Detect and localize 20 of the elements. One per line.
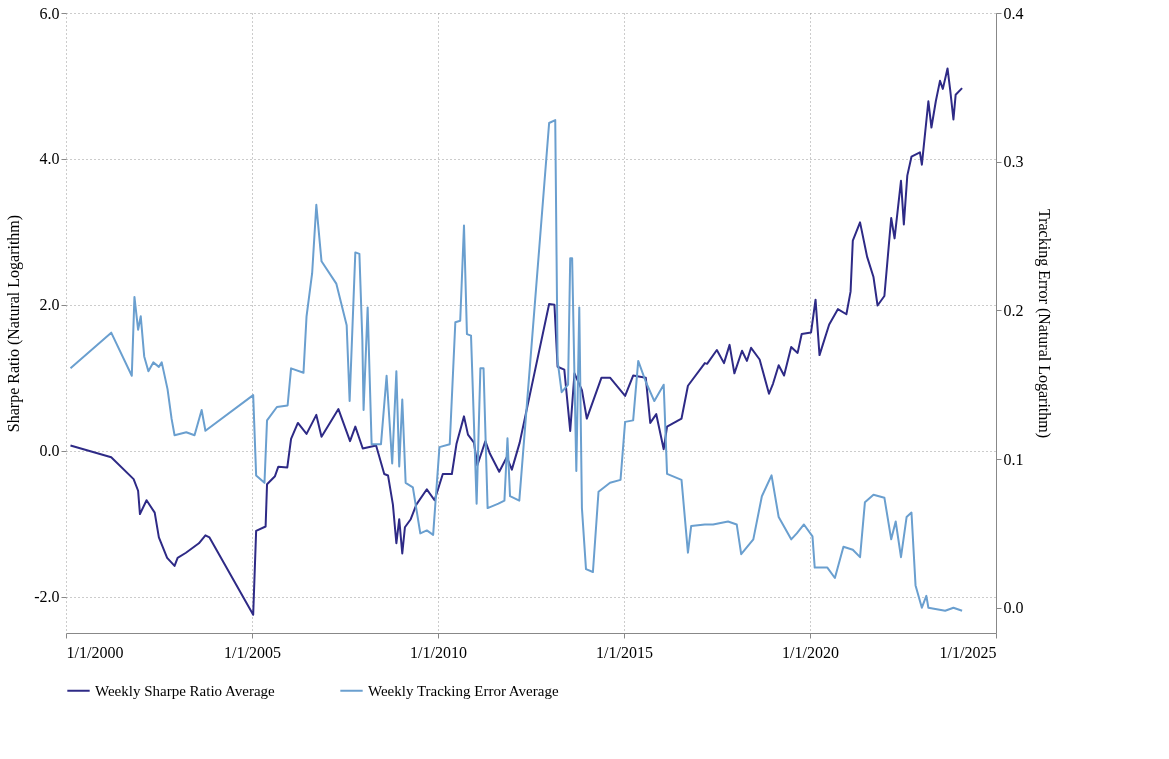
x-tick-label: 1/1/2010	[410, 643, 467, 661]
y-tick-label: -2.0	[34, 588, 60, 606]
y2-tick-label: 0.2	[1003, 301, 1024, 319]
x-tick-label: 1/1/2015	[596, 643, 653, 661]
y2-tick-label: 0.1	[1003, 450, 1024, 468]
y-axis-title: Sharpe Ratio (Natural Logarithm)	[5, 214, 24, 433]
y-tick-label: 6.0	[39, 4, 60, 22]
y2-tick-label: 0.4	[1003, 4, 1024, 22]
y-tick-label: 2.0	[39, 296, 60, 314]
y2-tick-label: 0.0	[1003, 599, 1024, 617]
x-tick-label: 1/1/2025	[939, 643, 997, 661]
legend-label: Weekly Sharpe Ratio Average	[95, 682, 276, 699]
x-tick-label: 1/1/2000	[66, 643, 124, 661]
y-tick-label: 4.0	[39, 150, 60, 168]
y2-tick-label: 0.3	[1003, 153, 1024, 171]
y2-axis-title: Tracking Error (Natural Logarithm)	[1034, 208, 1053, 439]
legend-label: Weekly Tracking Error Average	[368, 682, 559, 699]
x-tick-label: 1/1/2005	[224, 643, 282, 661]
y-tick-label: 0.0	[39, 442, 60, 460]
x-tick-label: 1/1/2020	[781, 643, 839, 661]
